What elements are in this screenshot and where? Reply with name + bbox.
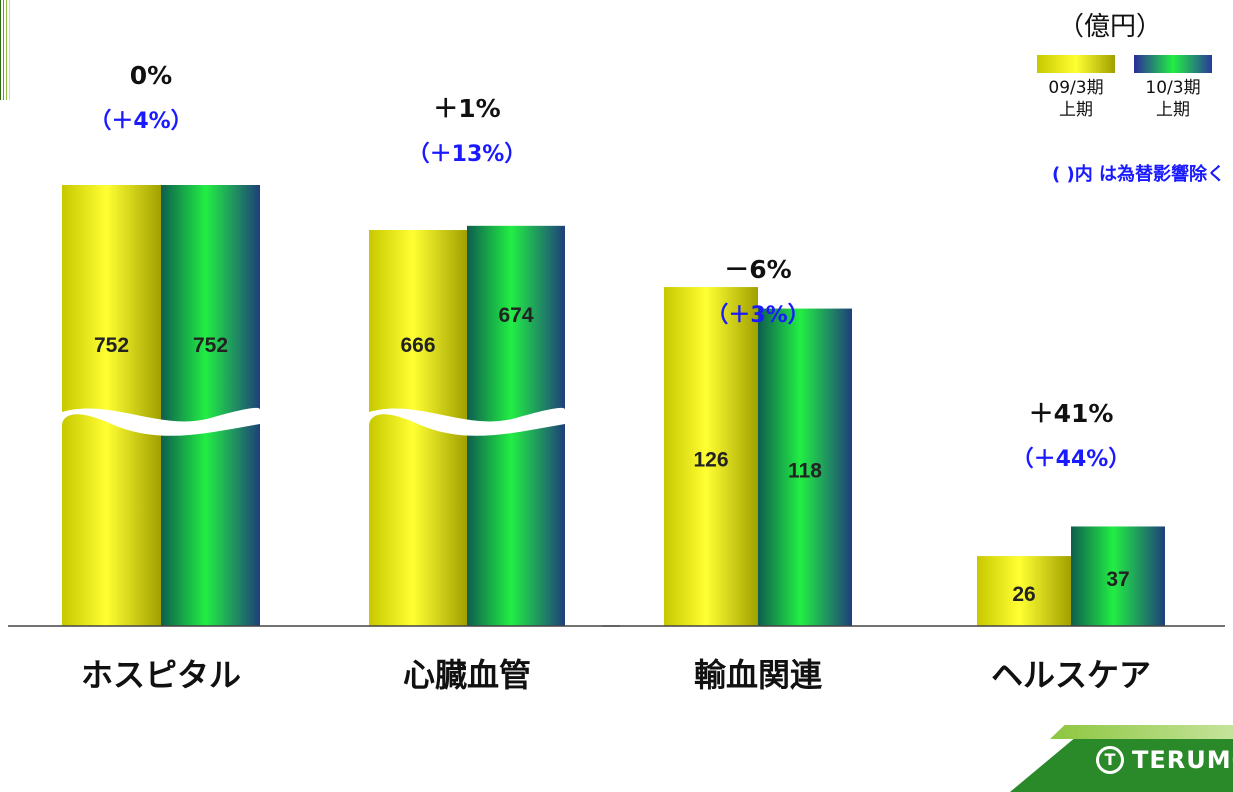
legend-swatch-0 xyxy=(1037,55,1115,73)
growth-ex-fx-label: （＋13%） xyxy=(408,142,527,167)
bar-value-label: 752 xyxy=(94,334,129,357)
bar-2-1 xyxy=(758,308,852,626)
legend-label-1: 10/3期 上期 xyxy=(1145,78,1201,120)
growth-label: ＋1% xyxy=(433,94,500,123)
bar-value-label: 126 xyxy=(693,449,728,472)
bar-value-label: 118 xyxy=(788,459,822,482)
decorative-stripes xyxy=(0,0,14,100)
legend-item-0: 09/3期 上期 xyxy=(1037,55,1115,121)
category-label: 輸血関連 xyxy=(694,656,823,694)
growth-label: ＋41% xyxy=(1029,399,1114,428)
unit-label: （億円） xyxy=(1057,12,1162,42)
bar-value-label: 674 xyxy=(498,304,533,327)
growth-label: 0% xyxy=(130,61,172,90)
bar-value-label: 26 xyxy=(1012,583,1035,606)
growth-ex-fx-label: （＋4%） xyxy=(89,109,192,134)
bar-value-label: 752 xyxy=(193,334,228,357)
axis-break-wave xyxy=(369,407,565,436)
bar-2-0 xyxy=(664,287,758,626)
bar-0-0 xyxy=(62,185,161,626)
bar-3-1 xyxy=(1071,526,1165,626)
bar-0-1 xyxy=(161,185,260,626)
category-label: ヘルスケア xyxy=(991,656,1151,694)
legend-item-1: 10/3期 上期 xyxy=(1134,55,1212,121)
legend-swatch-1 xyxy=(1134,55,1212,73)
axis-break-wave xyxy=(62,407,260,436)
logo-accent-bar xyxy=(1050,725,1233,739)
growth-label: －6% xyxy=(724,255,791,284)
terumo-mark-icon: T xyxy=(1096,746,1124,774)
growth-ex-fx-label: （＋3%） xyxy=(706,303,809,328)
growth-ex-fx-label: （＋44%） xyxy=(1012,447,1131,472)
logo-text: TERUMO xyxy=(1132,746,1233,774)
category-label: ホスピタル xyxy=(81,656,241,694)
bar-3-0 xyxy=(977,556,1071,626)
fx-note: ( )内 は為替影響除く xyxy=(1052,164,1225,185)
bar-value-label: 666 xyxy=(400,334,435,357)
legend-label-0: 09/3期 上期 xyxy=(1048,78,1104,120)
category-label: 心臓血管 xyxy=(403,656,531,694)
bar-value-label: 37 xyxy=(1106,568,1129,591)
